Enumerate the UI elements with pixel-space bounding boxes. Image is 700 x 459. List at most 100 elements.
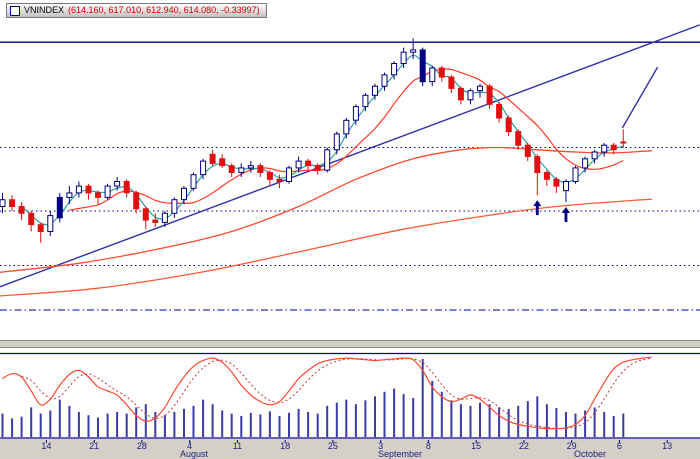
buy-signal-arrow[interactable] xyxy=(561,206,570,222)
candle-body xyxy=(362,94,369,108)
candle-body xyxy=(152,219,159,223)
candle-body xyxy=(37,224,44,232)
volume-bar xyxy=(192,405,195,437)
ma-slow-line[interactable] xyxy=(0,198,652,297)
symbol-name: VNINDEX xyxy=(24,5,65,15)
oscillator-line[interactable] xyxy=(2,356,652,430)
x-tick-label: 6 xyxy=(616,441,622,451)
chart-document-icon xyxy=(10,5,20,16)
month-label: August xyxy=(180,449,209,459)
volume-bar xyxy=(288,412,290,437)
candle-body xyxy=(543,172,550,180)
volume-bar xyxy=(459,404,462,437)
candle-body xyxy=(228,165,235,173)
candle-body xyxy=(343,119,350,135)
candle-body xyxy=(161,212,168,223)
candle-body xyxy=(9,199,16,207)
volume-bar xyxy=(335,402,338,437)
projection-line[interactable] xyxy=(621,66,659,129)
volume-bar xyxy=(125,413,128,437)
volume-bar xyxy=(383,391,386,437)
trendline[interactable] xyxy=(0,24,700,288)
candle-body xyxy=(171,199,178,214)
candlestick-series[interactable] xyxy=(0,38,627,243)
candle-body xyxy=(200,160,207,176)
candle-body xyxy=(247,165,254,169)
x-tick-label: 15 xyxy=(471,441,482,451)
volume-bar xyxy=(278,415,281,437)
candle-body xyxy=(352,106,359,121)
volume-bar xyxy=(297,408,300,437)
price-panel-bg xyxy=(0,0,700,340)
price-chart-layer[interactable] xyxy=(0,24,700,311)
volume-bar xyxy=(488,404,491,437)
volume-bar xyxy=(354,404,357,437)
candle-body xyxy=(305,160,312,167)
volume-bar xyxy=(603,412,606,437)
volume-bar xyxy=(393,388,396,437)
candle-body xyxy=(496,103,503,119)
volume-bar xyxy=(622,413,625,437)
volume-bar xyxy=(97,417,99,437)
candle-body xyxy=(400,51,407,65)
candle-body xyxy=(266,172,273,180)
candle-body xyxy=(429,67,436,83)
candle-body xyxy=(75,185,82,194)
candle-body xyxy=(28,212,35,226)
candle-body xyxy=(133,192,140,210)
candle-body xyxy=(219,158,226,167)
chart-title-bar[interactable]: VNINDEX (614.160, 617.010, 612.940, 614.… xyxy=(6,3,267,18)
volume-bar xyxy=(202,399,205,437)
candle-body xyxy=(381,74,388,87)
x-tick-label: 3 xyxy=(378,441,384,451)
volume-bar xyxy=(230,413,233,437)
ma-fast-line[interactable] xyxy=(69,68,624,211)
candle-body xyxy=(238,167,245,173)
volume-bar xyxy=(593,407,596,437)
x-tick-label: 25 xyxy=(327,441,338,451)
candle-body xyxy=(582,158,589,169)
candle-body xyxy=(563,181,569,192)
candle-body xyxy=(534,156,541,174)
x-tick-label: 28 xyxy=(136,441,147,451)
volume-bar xyxy=(555,408,558,437)
candle-body xyxy=(419,49,426,83)
volume-bar xyxy=(58,399,61,437)
month-label: September xyxy=(378,449,423,459)
indicator-chart-layer[interactable] xyxy=(0,352,700,439)
volume-bar xyxy=(106,413,109,437)
candle-body xyxy=(553,178,560,187)
candle-body xyxy=(66,192,73,198)
candle-body xyxy=(47,215,54,233)
candle-body xyxy=(257,165,264,173)
ohlc-quote: (614.160, 617.010, 612.940, 614.080, -0.… xyxy=(68,5,260,15)
volume-bar xyxy=(268,411,271,437)
volume-bar xyxy=(87,415,90,437)
candle-body xyxy=(572,167,579,182)
volume-bar xyxy=(431,380,434,437)
volume-bar xyxy=(221,410,224,437)
volume-bar xyxy=(450,400,453,437)
volume-bars[interactable] xyxy=(1,359,625,437)
volume-bar xyxy=(545,404,548,437)
candle-body xyxy=(438,67,445,78)
volume-bar xyxy=(364,400,367,437)
candle-body xyxy=(467,90,474,101)
candle-body xyxy=(85,185,92,194)
volume-bar xyxy=(612,415,615,437)
volume-bar xyxy=(1,413,4,437)
ma-teal-line[interactable] xyxy=(21,54,624,226)
volume-bar xyxy=(316,413,319,437)
ma-mid-line[interactable] xyxy=(0,146,652,273)
x-tick-label: 22 xyxy=(518,441,529,451)
buy-signal-arrow[interactable] xyxy=(533,200,542,216)
candle-body xyxy=(56,196,63,219)
x-tick-label: 11 xyxy=(232,441,243,451)
candle-body xyxy=(620,141,627,144)
x-axis-strip[interactable]: 14 21 28 4 11 18 25 3 8 15 22 29 6 13 August September O… xyxy=(0,440,700,459)
volume-bar xyxy=(116,412,119,437)
x-tick-label: 13 xyxy=(662,441,673,451)
volume-bar xyxy=(326,405,329,437)
